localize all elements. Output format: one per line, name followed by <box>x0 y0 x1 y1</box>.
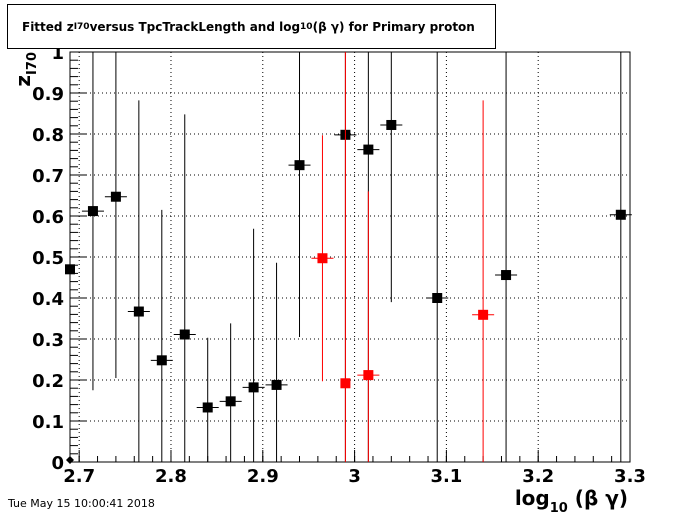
title-prefix: Fitted z <box>22 19 74 34</box>
y-tick-label: 0 <box>51 453 64 474</box>
data-point <box>87 206 98 217</box>
y-axis-title: zI70 <box>11 52 40 87</box>
data-point <box>179 329 190 340</box>
data-point <box>202 402 213 413</box>
data-point <box>65 264 75 275</box>
y-tick-label: 0.1 <box>32 412 64 433</box>
timestamp: Tue May 15 10:00:41 2018 <box>8 497 155 510</box>
data-point <box>248 382 259 393</box>
y-tick-label: 0.9 <box>32 84 64 105</box>
x-tick-label: 2.7 <box>63 466 95 487</box>
y-tick-label: 0.6 <box>32 207 64 228</box>
title-suffix: (β γ) for Primary proton <box>312 19 475 34</box>
data-point <box>271 379 282 390</box>
x-tick-label: 3.2 <box>522 466 554 487</box>
x-tick-label: 3 <box>348 466 361 487</box>
data-point <box>478 309 489 320</box>
data-point <box>340 378 351 389</box>
x-tick-label: 2.9 <box>247 466 279 487</box>
y-tick-label: 0.2 <box>32 371 64 392</box>
y-tick-label: 0.8 <box>32 125 64 146</box>
data-point <box>501 270 512 281</box>
data-point <box>110 191 121 202</box>
y-tick-label: 0.3 <box>32 330 64 351</box>
data-point <box>133 306 144 317</box>
series-layer <box>65 52 632 464</box>
title-sub-1: I70 <box>73 21 90 32</box>
data-point <box>386 119 397 130</box>
axis-titles: log10 (β γ) zI70 <box>11 52 628 514</box>
x-tick-label: 3.1 <box>430 466 462 487</box>
series-1 <box>311 52 495 462</box>
data-point <box>432 293 443 303</box>
data-point <box>363 144 374 155</box>
x-tick-label: 2.8 <box>155 466 187 487</box>
title-sub-2: 10 <box>300 21 313 32</box>
title-middle: versus TpcTrackLength and log <box>89 19 301 34</box>
data-point <box>225 396 236 407</box>
y-tick-label: 0.5 <box>32 248 64 269</box>
x-tick-label: 3.3 <box>614 466 646 487</box>
y-tick-label: 0.4 <box>32 289 64 310</box>
data-point <box>363 370 374 381</box>
data-point <box>294 160 305 171</box>
data-point <box>156 355 167 366</box>
grid <box>70 51 631 463</box>
data-point <box>317 253 328 264</box>
chart-title: Fitted z I70 versus TpcTrackLength and lo… <box>7 4 496 49</box>
tick-labels: 2.7 2.8 2.9 3 3.1 3.2 3.3 0 0.1 0.2 0.3 0.4 0.5 0.6 0.… <box>32 43 646 487</box>
diamond-marker <box>66 455 74 464</box>
y-tick-label: 0.7 <box>32 166 64 187</box>
x-axis-title: log10 (β γ) <box>515 486 628 514</box>
data-point <box>615 209 626 220</box>
